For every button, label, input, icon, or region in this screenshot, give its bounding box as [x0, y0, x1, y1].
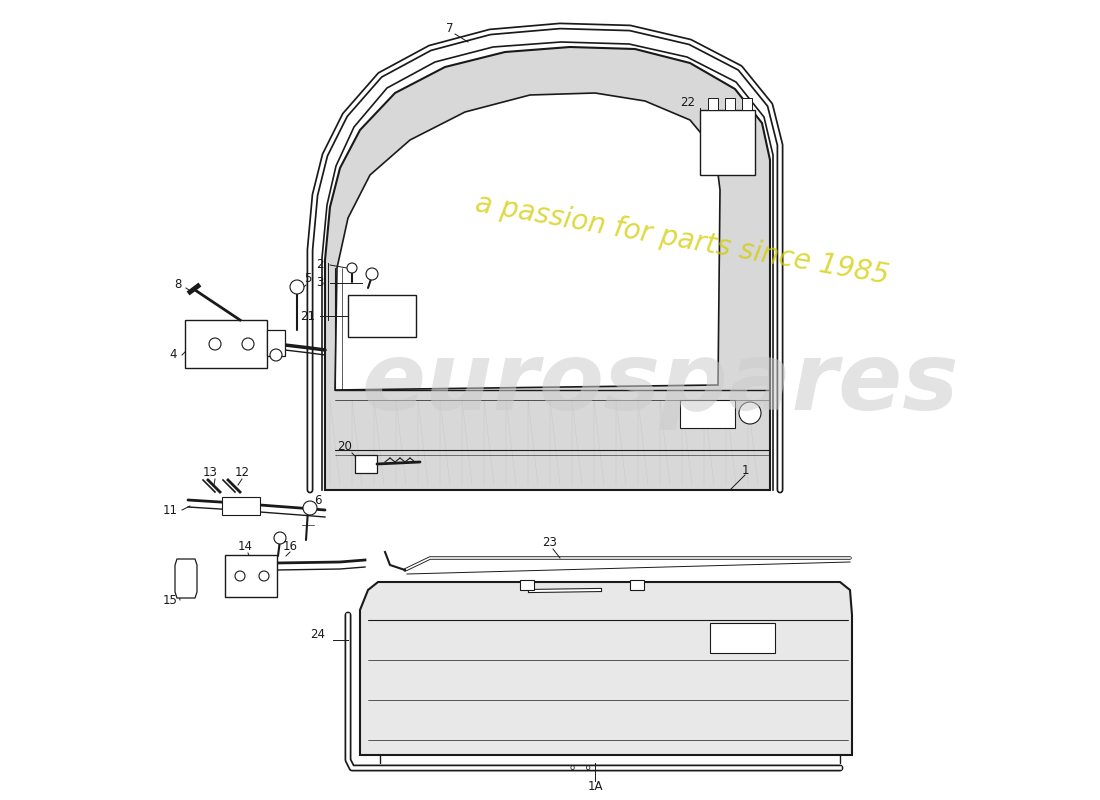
Text: 6: 6 [315, 494, 321, 506]
Text: 4: 4 [169, 349, 177, 362]
Text: 21: 21 [300, 310, 316, 322]
Bar [348, 295, 416, 337]
Bar [630, 580, 644, 590]
Text: 7: 7 [447, 22, 453, 34]
Text: 8: 8 [174, 278, 182, 291]
Bar [710, 623, 776, 653]
Text: 3: 3 [317, 277, 323, 290]
Text: 5: 5 [305, 271, 311, 285]
Bar [267, 330, 285, 356]
Text: 11: 11 [163, 503, 177, 517]
Text: 23: 23 [542, 535, 558, 549]
Text: 2: 2 [317, 258, 323, 271]
Text: 22: 22 [681, 95, 695, 109]
Text: 1: 1 [741, 463, 749, 477]
Text: 24: 24 [310, 629, 326, 642]
Text: o    o: o o [570, 763, 591, 772]
Bar [185, 320, 267, 368]
Circle shape [258, 571, 270, 581]
Bar [725, 98, 735, 110]
Bar [222, 497, 260, 515]
Bar [700, 110, 755, 175]
Circle shape [242, 338, 254, 350]
Circle shape [274, 532, 286, 544]
Polygon shape [360, 582, 852, 755]
Circle shape [235, 571, 245, 581]
Text: 13: 13 [202, 466, 218, 478]
Text: a passion for parts since 1985: a passion for parts since 1985 [473, 190, 891, 290]
Bar [742, 98, 752, 110]
Text: 20: 20 [338, 441, 352, 454]
Circle shape [270, 349, 282, 361]
Circle shape [290, 280, 304, 294]
Circle shape [739, 402, 761, 424]
Polygon shape [324, 47, 770, 490]
Circle shape [302, 501, 317, 515]
Text: 1A: 1A [587, 779, 603, 793]
Text: eurospares: eurospares [361, 338, 959, 430]
Circle shape [346, 263, 358, 273]
Bar [708, 98, 718, 110]
Bar [520, 580, 534, 590]
Text: 14: 14 [238, 539, 253, 553]
Text: 16: 16 [283, 539, 297, 553]
Polygon shape [175, 559, 197, 598]
Circle shape [366, 268, 378, 280]
Bar [355, 455, 377, 473]
Bar [680, 400, 735, 428]
Polygon shape [336, 93, 720, 390]
Circle shape [209, 338, 221, 350]
Bar [226, 555, 277, 597]
Text: 12: 12 [234, 466, 250, 478]
Text: 15: 15 [163, 594, 177, 606]
